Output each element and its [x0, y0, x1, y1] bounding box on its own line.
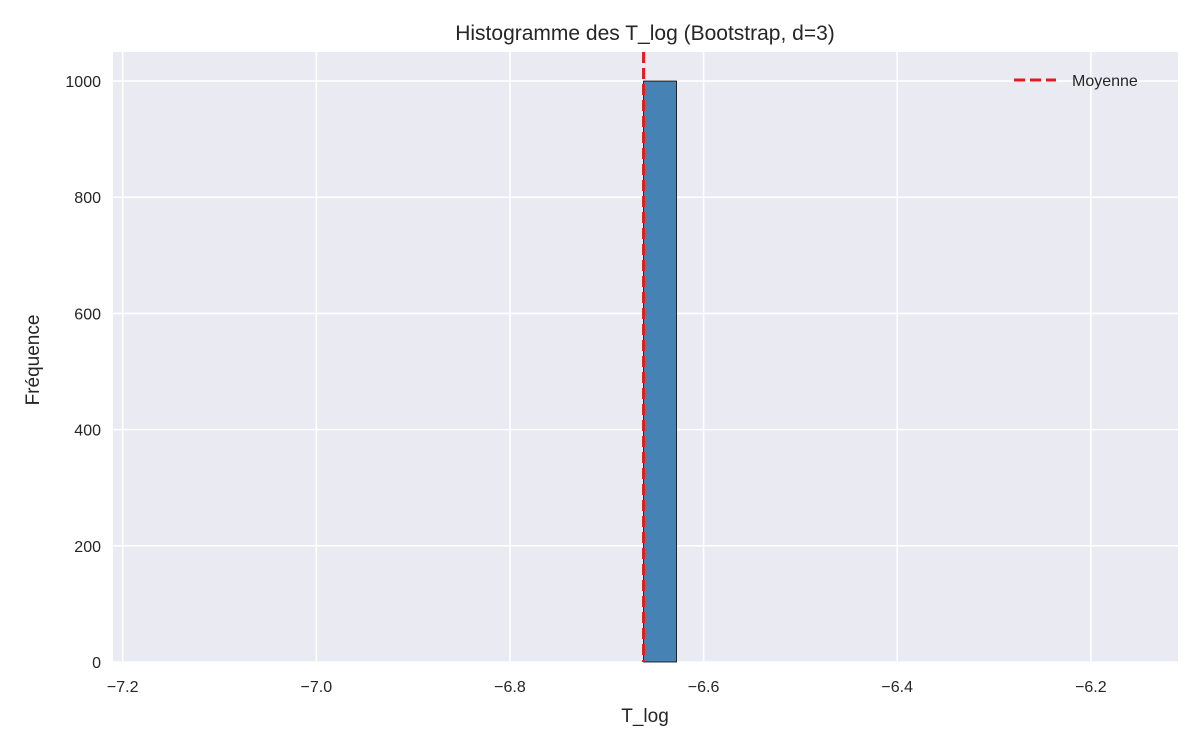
y-tick-label: 1000	[65, 74, 101, 91]
chart-title: Histogramme des T_log (Bootstrap, d=3)	[455, 22, 835, 45]
x-tick-label: −6.2	[1075, 679, 1107, 696]
y-tick-label: 800	[74, 190, 101, 207]
x-tick-label: −6.4	[881, 679, 913, 696]
x-tick-label: −6.8	[494, 679, 526, 696]
x-tick-labels: −7.2 −7.0 −6.8 −6.6 −6.4 −6.2	[107, 679, 1107, 696]
y-axis-label: Fréquence	[23, 315, 44, 406]
legend-mean-label: Moyenne	[1072, 73, 1138, 90]
histogram-bar	[643, 80, 677, 663]
x-axis-label: T_log	[621, 706, 669, 727]
y-tick-label: 0	[92, 655, 101, 672]
y-tick-labels: 0 200 400 600 800 1000	[65, 74, 101, 672]
x-tick-label: −6.6	[688, 679, 720, 696]
x-tick-label: −7.0	[301, 679, 333, 696]
x-tick-label: −7.2	[107, 679, 139, 696]
histogram-bars	[643, 80, 677, 663]
y-tick-label: 400	[74, 423, 101, 440]
y-tick-label: 200	[74, 539, 101, 556]
y-tick-label: 600	[74, 306, 101, 323]
legend: Moyenne	[1014, 73, 1138, 90]
